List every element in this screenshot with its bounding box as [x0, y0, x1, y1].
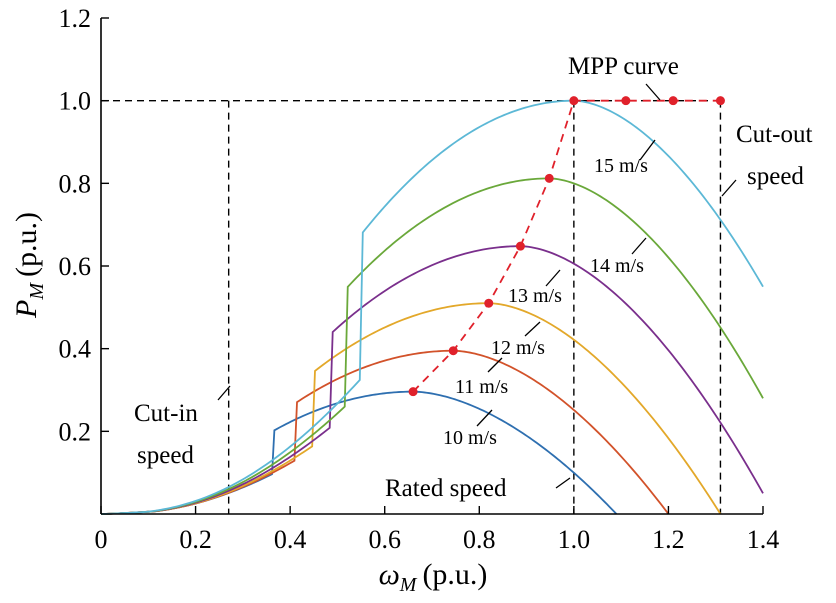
x-tick-label: 1.4 — [747, 525, 780, 554]
power-curve-15ms — [100, 99, 764, 515]
mpp-point — [621, 96, 631, 106]
series-label-12: 12 m/s — [491, 337, 545, 359]
mpp-point — [408, 387, 418, 397]
y-tick-label: 1.2 — [59, 4, 92, 33]
x-tick-label: 0.6 — [368, 525, 401, 554]
series-14-leader — [631, 237, 647, 255]
mpp-curve — [408, 96, 725, 397]
series-13-leader — [545, 269, 561, 287]
power-curves — [100, 99, 764, 515]
series-label-10: 10 m/s — [443, 427, 497, 449]
series-15-leader — [639, 139, 656, 161]
mpp-point — [448, 346, 458, 356]
ticks: 0 0.2 0.4 0.6 0.8 1.0 1.2 1.4 0.2 0.4 0.6 0.8 1.0 1.2 — [59, 4, 780, 554]
x-tick-label: 0.2 — [179, 525, 212, 554]
cut-out-label-line2: speed — [747, 163, 804, 190]
series-11-leader — [487, 357, 503, 373]
rated-speed-label: Rated speed — [385, 475, 507, 502]
power-curve-13ms — [100, 245, 764, 515]
x-axis-title: ωM (p.u.) — [379, 558, 488, 596]
x-tick-label: 0 — [95, 525, 108, 554]
power-curve-14ms — [100, 177, 764, 515]
mpp-curve-label: MPP curve — [568, 53, 679, 80]
mpp-point — [715, 96, 725, 106]
mpp-point — [515, 241, 525, 251]
x-tick-label: 1.0 — [558, 525, 591, 554]
rated-speed-leader — [555, 477, 571, 489]
series-label-13: 13 m/s — [508, 285, 562, 307]
x-tick-label: 0.4 — [274, 525, 307, 554]
y-tick-label: 0.4 — [59, 335, 92, 364]
y-axis-title: PM(p.u.) — [10, 212, 48, 319]
mpp-leader — [645, 83, 661, 101]
cut-in-leader — [217, 385, 231, 401]
y-tick-label: 0.8 — [59, 169, 92, 198]
cut-in-label-line2: speed — [137, 442, 194, 469]
series-label-15: 15 m/s — [594, 155, 648, 177]
plot-area: 0 0.2 0.4 0.6 0.8 1.0 1.2 1.4 0.2 0.4 0.6 0.8 1.0 1.2 — [59, 4, 780, 554]
leader-lines — [217, 83, 737, 489]
mpp-point — [569, 96, 579, 106]
mpp-point — [484, 298, 494, 308]
y-tick-label: 0.6 — [59, 252, 92, 281]
series-12-leader — [524, 321, 541, 337]
series-label-11: 11 m/s — [455, 376, 508, 398]
mpp-point — [668, 96, 678, 106]
cut-out-label-line1: Cut-out — [736, 121, 812, 148]
cut-in-label-line1: Cut-in — [134, 400, 198, 427]
annotations: MPP curve Cut-out speed Cut-in speed Rat… — [134, 53, 812, 502]
mpp-curve-line — [412, 99, 721, 393]
x-tick-label: 1.2 — [652, 525, 685, 554]
y-tick-label: 1.0 — [59, 87, 92, 116]
y-tick-label: 0.2 — [59, 417, 92, 446]
series-10-leader — [476, 409, 493, 427]
x-tick-label: 0.8 — [463, 525, 496, 554]
cut-out-leader — [721, 179, 737, 197]
mpp-point — [544, 173, 554, 183]
series-label-14: 14 m/s — [590, 255, 644, 277]
